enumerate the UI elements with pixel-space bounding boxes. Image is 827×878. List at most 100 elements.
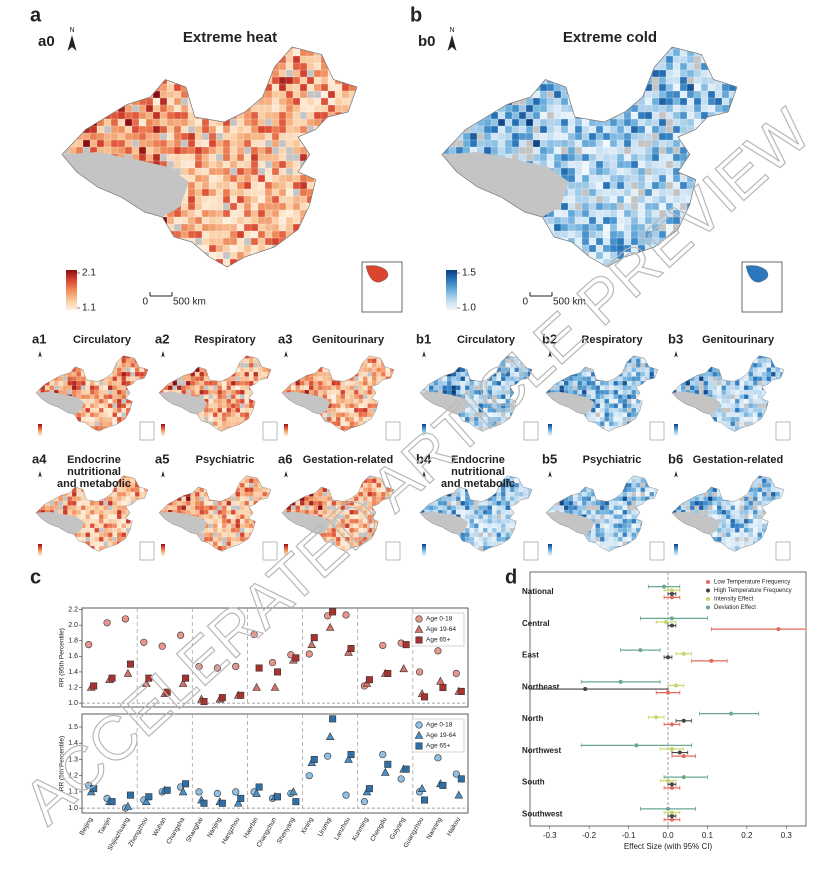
- map-region: [230, 112, 237, 119]
- map-region: [167, 56, 174, 63]
- map-region: [90, 119, 97, 126]
- map-region: [249, 359, 254, 364]
- map-region: [202, 98, 209, 105]
- map-region: [327, 431, 332, 436]
- map-region: [63, 555, 68, 560]
- map-region: [328, 266, 335, 273]
- map-region: [144, 404, 149, 409]
- map-region: [296, 354, 301, 359]
- map-region: [610, 56, 617, 63]
- map-region: [328, 77, 335, 84]
- map-region: [202, 217, 209, 224]
- map-region: [332, 431, 337, 436]
- map-region: [240, 399, 245, 404]
- map-region: [202, 161, 209, 168]
- map-region: [111, 217, 118, 224]
- map-region: [442, 56, 449, 63]
- map-region: [99, 555, 104, 560]
- map-region: [139, 273, 146, 280]
- map-region: [237, 161, 244, 168]
- map-region: [222, 537, 227, 542]
- map-region: [125, 49, 132, 56]
- map-region: [209, 510, 214, 515]
- map-region: [240, 435, 245, 440]
- map-region: [617, 84, 624, 91]
- map-region: [286, 154, 293, 161]
- map-region: [512, 42, 519, 49]
- map-region: [249, 363, 254, 368]
- map-region: [272, 98, 279, 105]
- map-region: [195, 497, 200, 502]
- map-region: [188, 119, 195, 126]
- map-region: [279, 196, 286, 203]
- map-region: [582, 49, 589, 56]
- map-region: [104, 49, 111, 56]
- map-region: [122, 390, 127, 395]
- map-region: [332, 479, 337, 484]
- map-region: [144, 440, 149, 445]
- map-region: [249, 524, 254, 529]
- map-region: [131, 363, 136, 368]
- map-region: [173, 474, 178, 479]
- map-region: [168, 413, 173, 418]
- map-region: [113, 492, 118, 497]
- map-region: [202, 196, 209, 203]
- map-region: [227, 359, 232, 364]
- map-region: [349, 140, 356, 147]
- map-region: [108, 551, 113, 556]
- map-region: [76, 126, 83, 133]
- map-region: [323, 381, 328, 386]
- map-region: [332, 404, 337, 409]
- map-region: [236, 497, 241, 502]
- map-region: [237, 140, 244, 147]
- map-region: [132, 56, 139, 63]
- map-region: [218, 381, 223, 386]
- map-region: [638, 84, 645, 91]
- map-region: [267, 510, 272, 515]
- map-region: [249, 440, 254, 445]
- map-region: [108, 390, 113, 395]
- map-region: [135, 413, 140, 418]
- map-region: [81, 381, 86, 386]
- map-region: [97, 105, 104, 112]
- map-region: [568, 63, 575, 70]
- map-region: [349, 154, 356, 161]
- map-region: [86, 435, 91, 440]
- map-region: [323, 413, 328, 418]
- map-region: [63, 533, 68, 538]
- map-region: [296, 368, 301, 373]
- map-region: [349, 42, 356, 49]
- map-region: [349, 280, 356, 287]
- map-region: [77, 363, 82, 368]
- map-region: [342, 203, 349, 210]
- map-region: [265, 203, 272, 210]
- map-region: [575, 56, 582, 63]
- map-region: [694, 56, 701, 63]
- map-region: [386, 395, 391, 400]
- map-region: [336, 363, 341, 368]
- map-region: [90, 390, 95, 395]
- map-region: [83, 217, 90, 224]
- map-region: [554, 70, 561, 77]
- map-region: [135, 551, 140, 556]
- map-region: [336, 368, 341, 373]
- map-region: [83, 231, 90, 238]
- map-region: [617, 91, 624, 98]
- map-region: [354, 390, 359, 395]
- map-region: [279, 217, 286, 224]
- map-region: [267, 417, 272, 422]
- map-region: [63, 363, 68, 368]
- map-region: [332, 386, 337, 391]
- map-region: [213, 359, 218, 364]
- map-region: [135, 422, 140, 427]
- map-region: [708, 91, 715, 98]
- map-region: [314, 147, 321, 154]
- map-region: [300, 381, 305, 386]
- map-region: [168, 497, 173, 502]
- map-region: [354, 435, 359, 440]
- map-region: [307, 133, 314, 140]
- map-region: [282, 408, 287, 413]
- map-region: [254, 408, 259, 413]
- map-region: [209, 196, 216, 203]
